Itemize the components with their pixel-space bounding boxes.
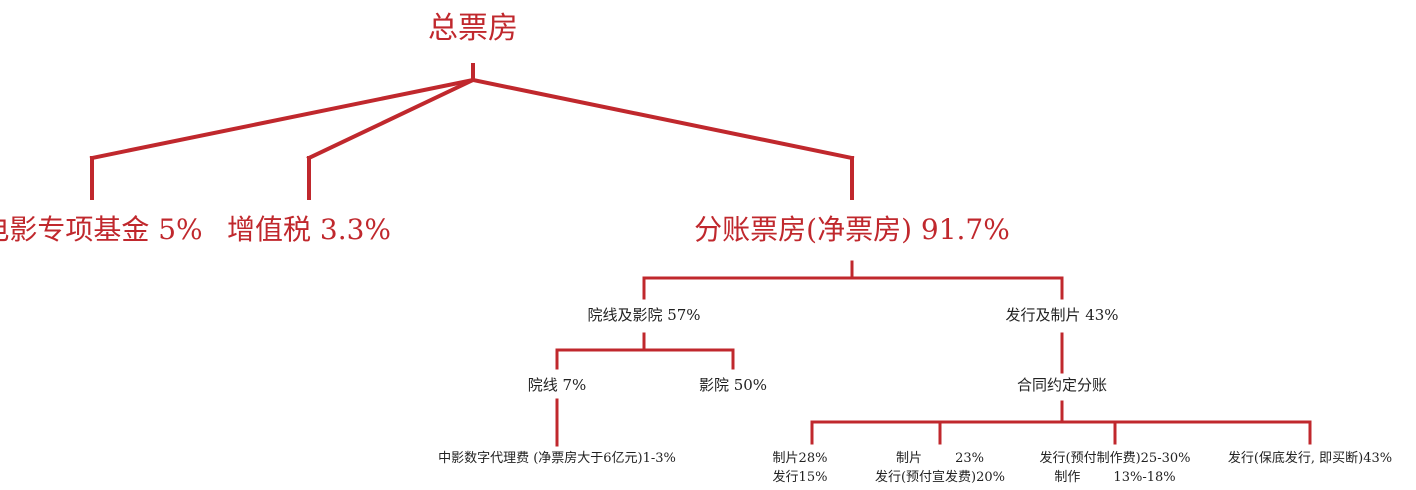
- branch-share: [470, 77, 855, 161]
- net-box-office-node: 分账票房(净票房) 91.7%: [694, 213, 1010, 246]
- lower-connectors: [555, 260, 1312, 447]
- branch-fund: [89, 77, 476, 161]
- top-connectors: [89, 63, 855, 200]
- leaf-c-line1: 发行(预付制作费)25-30%: [1039, 451, 1191, 466]
- leaf-a-line1: 制片28%: [772, 451, 828, 466]
- cinema-chain-node: 院线及影院 57%: [587, 306, 701, 324]
- distribution-production-node: 发行及制片 43%: [1005, 306, 1119, 324]
- film-fund-node: 电影专项基金 5%: [0, 213, 203, 246]
- circuit-node: 院线 7%: [527, 376, 587, 394]
- vat-node: 增值税 3.3%: [226, 213, 392, 246]
- leaf-a-line2: 发行15%: [772, 470, 828, 485]
- contract-split-node: 合同约定分账: [1016, 376, 1108, 394]
- theater-node: 影院 50%: [698, 376, 768, 394]
- leaf-b-line2: 发行(预付宣发费)20%: [874, 470, 1006, 485]
- root-total-box-office: 总票房: [428, 11, 518, 46]
- leaf-c-line2: 制作 13%-18%: [1054, 470, 1176, 485]
- leaf-d-line1: 发行(保底发行, 即买断)43%: [1227, 451, 1393, 466]
- branch-tax: [306, 77, 476, 161]
- digital-agent-fee-leaf: 中影数字代理费 (净票房大于6亿元)1-3%: [438, 451, 676, 466]
- leaf-b-line1: 制片 23%: [896, 451, 984, 466]
